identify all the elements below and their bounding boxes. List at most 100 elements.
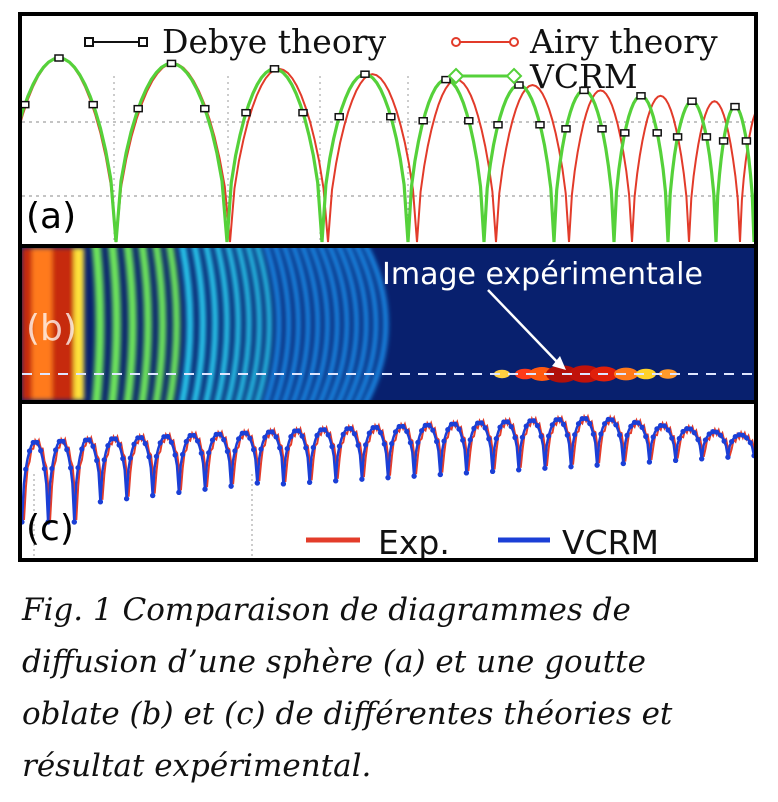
hot-band [74,248,84,400]
vcrm-marker [426,422,432,428]
vcrm-marker [124,496,130,502]
panel-b-experimental-image: Image expérimentale (b) [18,248,758,400]
debye-marker [418,117,428,125]
vcrm-marker [30,439,36,446]
vcrm-marker [336,443,342,449]
vcrm-marker [475,420,481,426]
vcrm-marker [624,432,630,438]
vcrm-marker [385,475,391,481]
vcrm-marker [101,457,107,463]
vcrm-marker [116,442,122,448]
vcrm-marker [194,438,201,444]
vcrm-marker [639,424,645,430]
vcrm-marker [321,427,328,433]
debye-marker [166,59,177,68]
vcrm-marker [441,438,447,444]
vcrm-marker [239,430,245,436]
vcrm-marker [187,432,193,439]
panel-c-legend: Exp. VCRM [306,523,659,558]
vcrm-marker [157,440,163,446]
vcrm-marker [243,430,249,436]
airy-theory-series [22,56,754,243]
figure-caption: Fig. 1 Comparaison de diagrammes de diff… [22,584,748,792]
vcrm-marker [725,454,731,460]
debye-marker [652,129,662,137]
vcrm-marker [26,448,33,454]
vcrm-marker [400,423,406,429]
vcrm-marker [437,471,443,478]
vcrm-marker [598,431,604,437]
vcrm-marker [206,450,212,456]
vcrm-marker [202,486,208,492]
vcrm-marker [463,470,469,476]
vcrm-marker [251,447,257,453]
debye-marker [298,108,308,117]
vcrm-marker [486,436,492,442]
legend-exp-label: Exp. [378,523,450,558]
legend-vcrm-marker [447,67,465,85]
vcrm-marker [531,418,537,424]
legend-airy-marker [451,37,461,47]
fringe [264,248,282,400]
panel-a-label: (a) [26,196,76,237]
vcrm-marker [699,456,705,462]
vcrm-marker [60,438,66,444]
vcrm-marker [209,437,216,443]
vcrm-marker [213,431,219,437]
vcrm-marker [288,434,294,440]
vcrm-marker [635,420,641,426]
debye-marker [701,133,712,141]
debye-marker [636,92,646,100]
vcrm-marker [743,435,750,441]
legend-vcrm-marker [505,67,523,85]
vcrm-marker [180,451,186,458]
vcrm-marker [497,424,503,430]
fringe [235,248,252,400]
debye-marker [54,54,64,62]
vcrm-marker [411,473,417,479]
debye-marker [386,112,396,121]
vcrm-marker [344,426,350,432]
vcrm-marker [258,446,264,452]
fringe [225,248,241,400]
annotation-label: Image expérimentale [382,257,703,292]
vcrm-marker [38,448,44,454]
debye-marker [360,70,370,78]
fringe [327,248,350,400]
legend-vcrm-c-label: VCRM [562,523,659,558]
vcrm-marker [280,481,286,487]
vcrm-marker [68,465,74,471]
vcrm-marker [53,447,59,453]
vcrm-marker [751,453,754,459]
fringe [214,248,230,400]
vcrm-marker [34,439,40,445]
vcrm-marker [579,416,585,422]
vcrm-marker [508,424,514,430]
vcrm-marker [676,435,682,442]
vcrm-marker [452,421,458,427]
vcrm-marker [221,437,227,443]
vcrm-marker [572,432,578,438]
vcrm-marker [568,464,574,470]
hotspot [659,369,677,379]
vcrm-marker [138,435,145,441]
vcrm-marker [560,421,567,427]
vcrm-marker [654,426,660,432]
vcrm-marker [105,443,111,449]
vcrm-marker [370,425,376,431]
vcrm-marker [747,440,753,446]
fringe [273,248,292,400]
fringe [345,248,369,400]
debye-marker [687,97,697,105]
fringe [152,248,167,400]
legend-debye-label: Debye theory [162,22,386,61]
vcrm-marker [602,421,608,427]
annotation-arrow [487,289,561,366]
debye-marker [464,117,474,125]
vcrm-marker [680,428,686,435]
vcrm-marker [254,480,260,486]
vcrm-marker [628,423,634,429]
vcrm-marker [527,418,533,424]
vcrm-marker [329,444,335,450]
fringe [255,248,272,400]
